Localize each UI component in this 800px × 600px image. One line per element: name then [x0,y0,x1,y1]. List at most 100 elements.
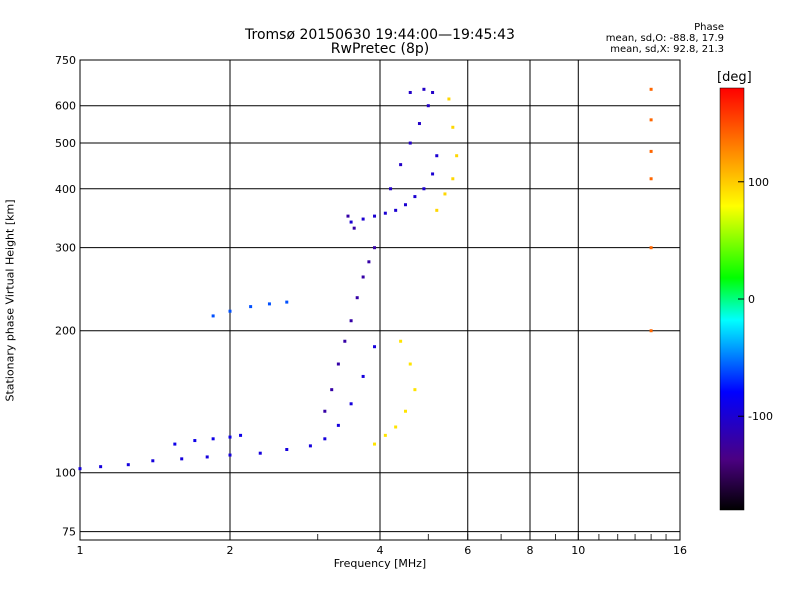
data-point [211,314,215,318]
data-point [99,465,103,469]
y-tick-label: 75 [62,526,76,539]
y-tick-label: 100 [55,467,76,480]
data-point [431,90,435,94]
data-point [408,141,412,145]
stats-line-o: mean, sd,O: -88.8, 17.9 [605,33,724,44]
data-point [422,87,426,91]
y-tick-label: 500 [55,137,76,150]
y-tick-label: 200 [55,325,76,338]
data-point [422,187,426,191]
data-points [78,87,653,471]
data-point [394,425,398,429]
data-point [447,97,451,101]
y-tick-label: 600 [55,100,76,113]
data-point [346,214,350,218]
data-point [228,453,232,457]
colorbar-label: [deg] [717,70,752,85]
data-point [451,177,455,181]
data-point [205,455,209,459]
data-point [239,433,243,437]
data-point [361,275,365,279]
data-point [352,226,356,230]
x-tick-label: 6 [464,544,471,557]
data-point [285,300,289,304]
data-point [389,187,393,191]
data-point [649,87,653,91]
data-point [413,195,417,199]
data-point [431,172,435,176]
colorbar-tick-label: 100 [748,176,769,189]
data-point [455,154,459,158]
y-tick-label: 750 [55,54,76,67]
colorbar-ticks: 100 0 -100 [738,176,773,423]
data-point [408,90,412,94]
chart-subtitle: RwPretec (8p) [330,41,430,57]
phase-stats: Phase mean, sd,O: -88.8, 17.9 mean, sd,X… [600,22,724,55]
x-tick-label: 4 [377,544,384,557]
data-point [349,220,353,224]
data-point [323,437,327,441]
data-point [373,214,377,218]
data-point [394,208,398,212]
data-point [417,122,421,126]
data-point [336,423,340,427]
data-point [228,309,232,313]
data-point [383,433,387,437]
data-point [399,163,403,167]
data-point [403,203,407,207]
stats-line-x: mean, sd,X: 92.8, 21.3 [610,44,724,55]
data-point [258,451,262,455]
data-point [349,402,353,406]
data-point [308,444,312,448]
data-point [173,442,177,446]
data-point [373,442,377,446]
x-tick-label: 16 [673,544,687,557]
y-tick-label: 400 [55,183,76,196]
data-point [649,118,653,122]
data-point [193,439,197,443]
chart-title: Tromsø 20150630 19:44:00—19:45:43 [245,27,515,43]
data-point [78,467,82,471]
data-point [267,302,271,306]
data-point [413,388,417,392]
data-point [649,149,653,153]
y-axis-label: Stationary phase Virtual Height [km] [3,199,17,402]
stats-header: Phase [694,22,724,33]
data-point [126,463,130,467]
y-tick-label: 300 [55,242,76,255]
data-point [228,435,232,439]
data-point [336,362,340,366]
data-point [426,104,430,108]
colorbar-tick-label: -100 [748,410,773,423]
data-point [151,459,155,463]
data-point [649,177,653,181]
x-tick-label: 1 [77,544,84,557]
data-point [249,305,253,309]
data-point [443,192,447,196]
data-point [330,388,334,392]
data-point [361,217,365,221]
axis-ticks: 1 2 4 6 8 10 16 75 100 200 300 400 500 600 750 [55,54,687,557]
data-point [180,457,184,461]
data-point [373,345,377,349]
data-point [361,374,365,378]
data-point [349,319,353,323]
data-point [435,208,439,212]
data-point [367,260,371,264]
data-point [403,409,407,413]
data-point [649,329,653,333]
data-point [451,125,455,129]
x-tick-label: 2 [227,544,234,557]
data-point [435,154,439,158]
data-point [355,296,359,300]
data-point [285,447,289,451]
data-point [323,409,327,413]
data-point [373,246,377,250]
data-point [408,362,412,366]
data-point [343,339,347,343]
grid-lines [80,59,680,540]
colorbar-tick-label: 0 [748,293,755,306]
x-tick-label: 8 [527,544,534,557]
data-point [649,246,653,250]
